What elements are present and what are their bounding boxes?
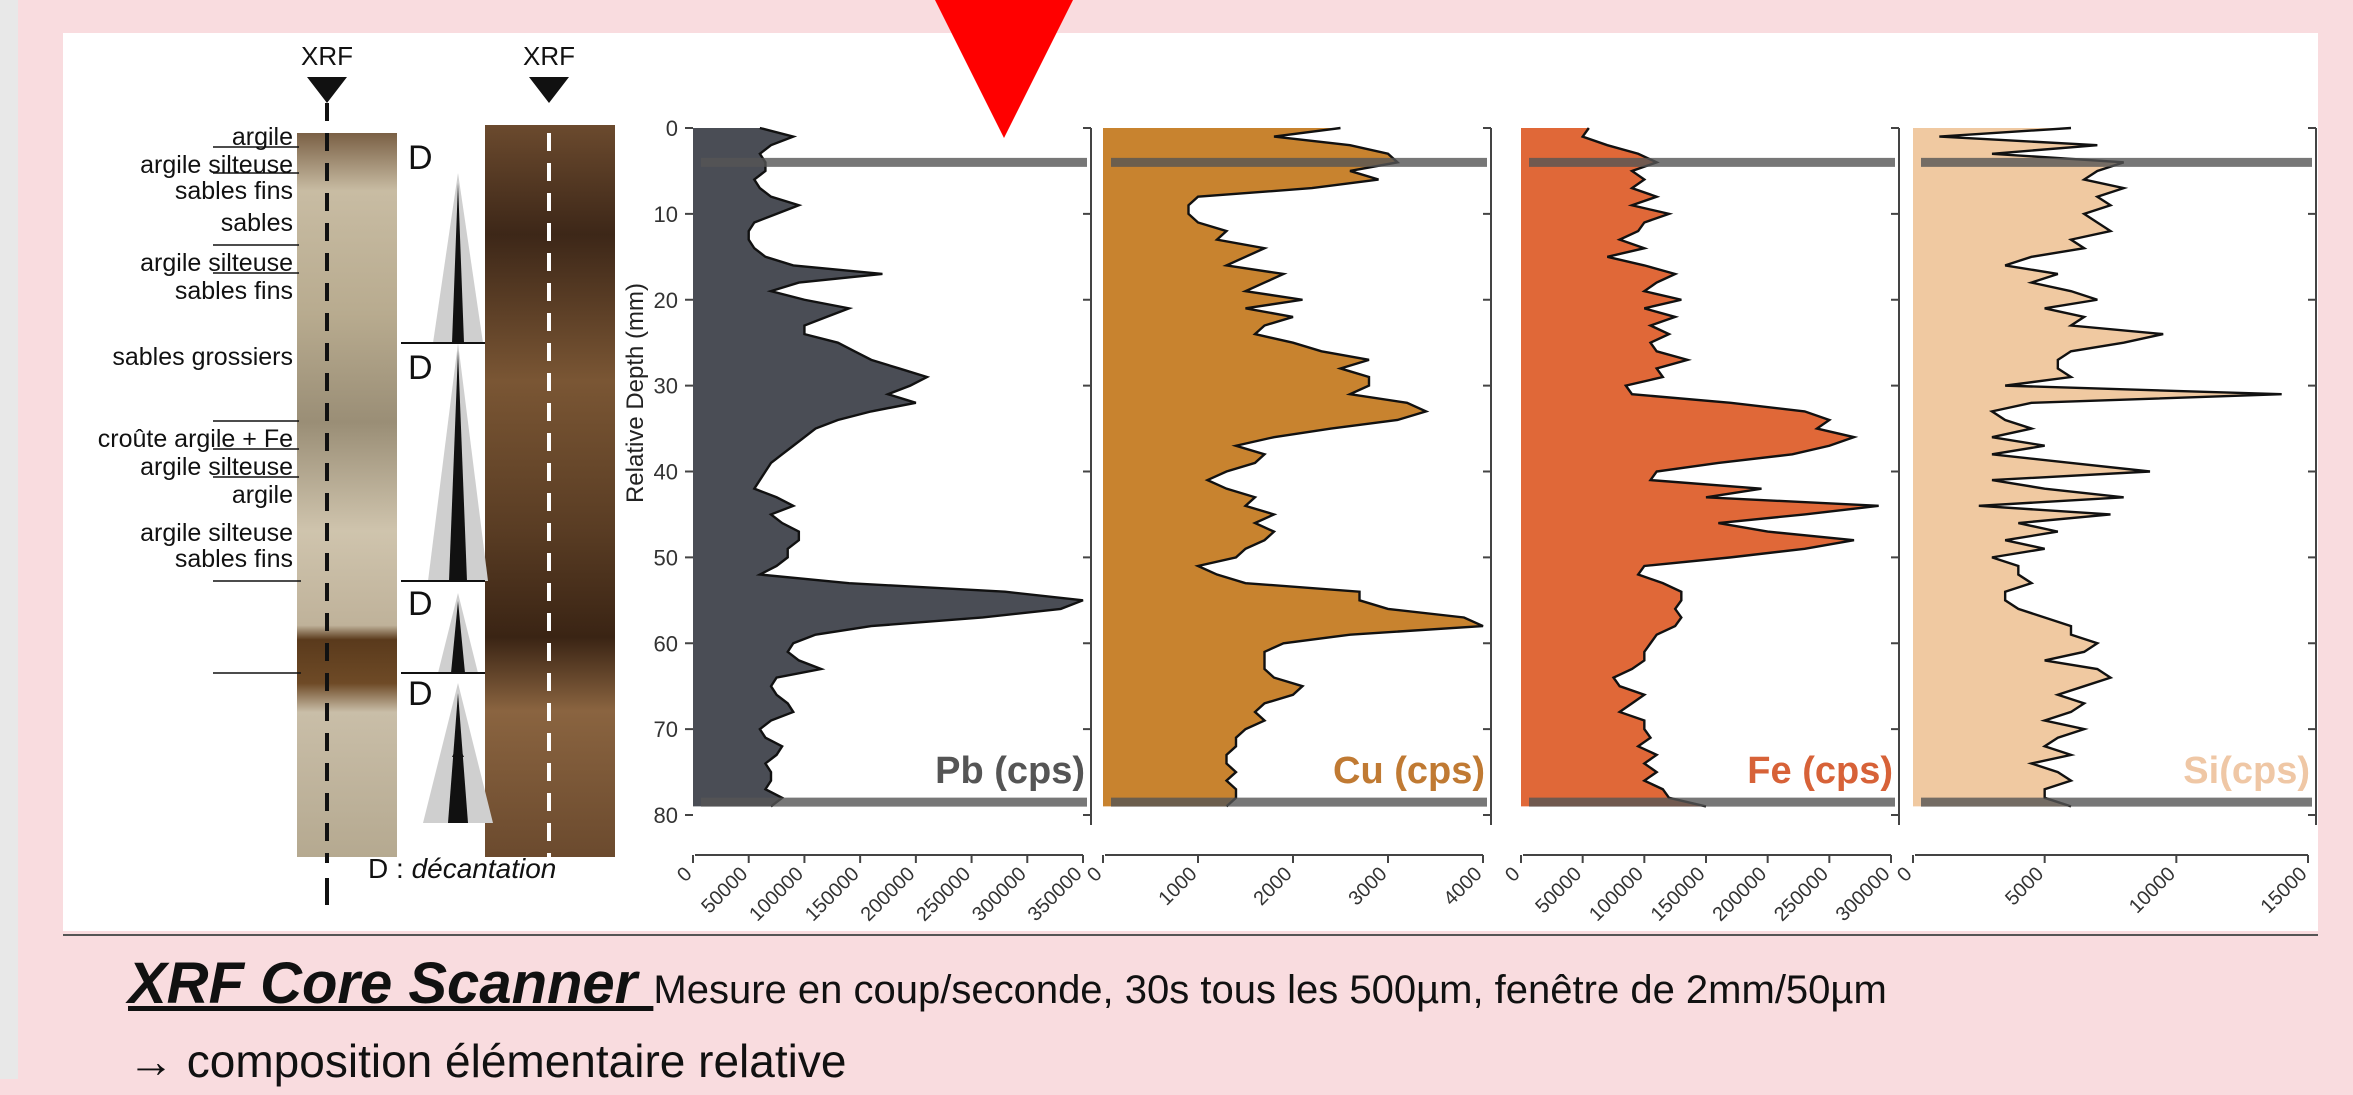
panel-label: Si(cps) [2183,750,2310,792]
decantation-mark: D [408,585,433,623]
y-tick-label: 10 [654,202,678,227]
x-tick-label: 50000 [1531,863,1586,918]
core-layer-label: argile [232,481,293,509]
x-tick-label: 0 [1501,863,1524,886]
x-tick-label: 350000 [1024,863,1087,926]
decantation-arrow-a-icon [452,745,464,757]
y-tick-label: 80 [654,803,678,828]
decantation-mark: D [408,349,433,387]
y-tick-label: 20 [654,288,678,313]
x-tick-label: 2000 [1250,863,1297,910]
x-tick-label: 1000 [1155,863,1202,910]
series-line [747,126,1084,808]
x-tick-label: 200000 [1708,863,1771,926]
decantation-arrow-c-icon [452,781,464,793]
decantation-mark: D [408,139,433,177]
panel-sicps: Si(cps) 0 5000 10000 15000 [1893,126,2317,918]
panel-label: Pb (cps) [935,750,1085,792]
caption-tool-name: XRF Core Scanner [128,951,654,1016]
caption-divider [63,934,2318,936]
xrf-marker-left-icon [307,77,347,103]
core-layer-label: sables [221,209,293,237]
x-tick-label: 200000 [857,863,920,926]
panel-label: Fe (cps) [1747,750,1893,792]
decantation-column: D D D D [401,139,493,823]
core-layer-label: sables fins [175,177,293,205]
panel-fecps: Fe (cps) 0 5000010000015000020000025000030… [1501,127,1900,926]
x-tick-label: 0 [1893,863,1916,886]
core-layer-label: sables grossiers [112,343,293,371]
x-tick-label: 300000 [968,863,1031,926]
y-axis-title: Relative Depth (mm) [622,283,649,503]
decantation-arrow-b-icon [452,763,464,775]
series-area [693,128,1083,807]
decantation-legend: D : décantation [368,853,556,884]
series-line [1939,126,2282,808]
x-tick-label: 15000 [2257,863,2312,918]
series-area [1103,128,1483,807]
y-tick-label: 30 [654,374,678,399]
x-tick-label: 100000 [1585,863,1648,926]
decantation-black-1 [452,183,464,343]
x-tick-label: 150000 [801,863,864,926]
series-line [1580,127,1879,808]
y-tick-label: 70 [654,717,678,742]
decantation-black-3 [451,601,465,673]
chart-panels: Pb (cps)0 5000010000015000020000025000030… [673,126,2317,926]
y-tick-label: 50 [654,545,678,570]
y-tick-label: 0 [666,116,678,141]
x-tick-label: 5000 [2001,863,2048,910]
x-tick-label: 100000 [745,863,808,926]
left-border-strip [0,0,18,1079]
core-layer-label: argile silteuse [140,519,293,547]
x-tick-label: 50000 [697,863,752,918]
x-tick-label: 250000 [1770,863,1833,926]
core-layer-label: sables fins [175,277,293,305]
series-area [1913,128,2282,807]
y-tick-label: 60 [654,631,678,656]
panel-cucps: Cu (cps) 0 1000 2000 3000 4000 [1083,126,1492,910]
series-area [1521,128,1879,807]
caption: XRF Core Scanner Mesure en coup/seconde,… [128,950,2278,1095]
x-tick-label: 4000 [1440,863,1487,910]
figure-panel: XRF XRF argile argile silteuse sables fins… [63,33,2318,931]
xrf-label-right: XRF [523,41,575,71]
x-tick-label: 0 [1083,863,1106,886]
xrf-marker-right-icon [529,77,569,103]
decantation-black-4 [448,693,468,823]
decantation-black-2 [449,351,467,581]
x-tick-label: 150000 [1647,863,1710,926]
x-tick-label: 10000 [2125,863,2180,918]
panel-pbcps: Pb (cps) 0 5000010000015000020000025000030… [673,126,1092,926]
x-tick-label: 0 [673,863,696,886]
y-tick-label: 40 [654,460,678,485]
series-line [1187,126,1484,808]
caption-measure: Mesure en coup/seconde, 30s tous les 500… [653,968,1887,1012]
y-axis: 0 10 20 30 40 50 60 70 80 [654,116,693,828]
decantation-mark: D [408,675,433,713]
x-tick-label: 3000 [1345,863,1392,910]
x-tick-label: 250000 [912,863,975,926]
core-photo-light [297,133,397,857]
x-tick-label: 300000 [1832,863,1895,926]
xrf-label-left: XRF [301,41,353,71]
panel-label: Cu (cps) [1333,750,1485,792]
core-layer-label: argile silteuse [140,151,293,179]
caption-result: → composition élémentaire relative [128,1035,847,1087]
core-layer-label: sables fins [175,545,293,573]
